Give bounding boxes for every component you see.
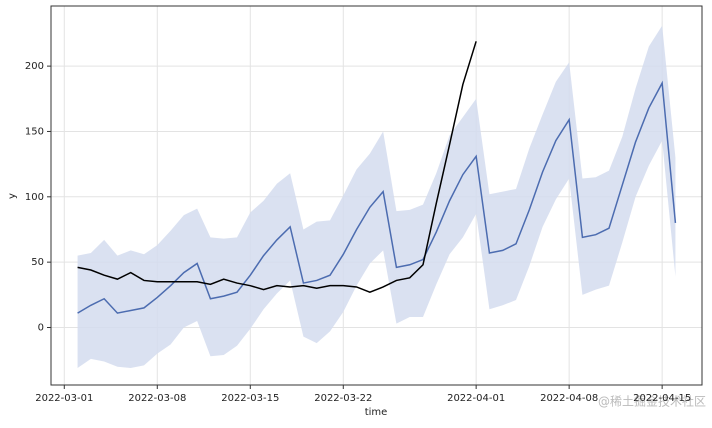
series-line <box>77 80 677 314</box>
x-tick-label: 2022-04-01 <box>447 393 505 404</box>
y-tick-label: 50 <box>31 257 44 268</box>
confidence-band <box>77 25 676 369</box>
y-axis-label: y <box>7 193 18 199</box>
plot-frame <box>50 5 703 386</box>
watermark: @稀土掘金技术社区 <box>598 394 706 409</box>
x-tick-label: 2022-03-15 <box>221 393 279 404</box>
x-axis-label: time <box>365 407 388 418</box>
y-tick-label: 200 <box>25 61 44 72</box>
x-tick-label: 2022-03-08 <box>128 393 186 404</box>
y-tick-label: 0 <box>38 322 44 333</box>
x-tick-label: 2022-04-15 <box>633 393 691 404</box>
series-line <box>77 41 477 294</box>
x-tick-label: 2022-03-22 <box>314 393 372 404</box>
x-tick-label: 2022-04-08 <box>540 393 598 404</box>
y-tick-label: 100 <box>25 192 44 203</box>
x-tick-label: 2022-03-01 <box>35 393 93 404</box>
y-tick-label: 150 <box>25 126 44 137</box>
